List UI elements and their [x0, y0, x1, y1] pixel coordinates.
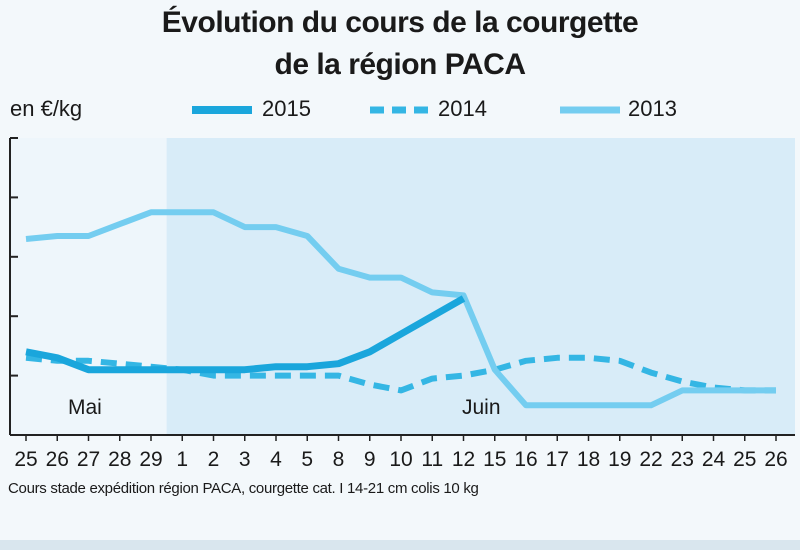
- axes: [9, 138, 795, 436]
- y-axis-unit-label: en €/kg: [10, 96, 83, 121]
- x-tick-label: 8: [333, 448, 345, 471]
- series-line-2015: [25, 295, 466, 374]
- x-tick-label: 25: [733, 448, 756, 471]
- x-tick-label: 18: [577, 448, 600, 471]
- x-tick-label: 5: [301, 448, 313, 471]
- month-label-juin: Juin: [462, 396, 501, 419]
- x-tick-label: 2: [208, 448, 220, 471]
- x-tick-label: 22: [639, 448, 662, 471]
- x-tick-label: 23: [671, 448, 694, 471]
- chart-title-line-2: de la région PACA: [274, 48, 526, 81]
- x-tick-label: 10: [389, 448, 412, 471]
- x-tick-label: 26: [764, 448, 787, 471]
- x-tick-label: 27: [77, 448, 100, 471]
- legend-label-2014: 2014: [438, 96, 487, 121]
- bottom-band: [0, 540, 800, 550]
- x-tick-label: 1: [176, 448, 188, 471]
- x-tick-label: 11: [421, 448, 443, 471]
- x-tick-label: 25: [14, 448, 37, 471]
- month-label-mai: Mai: [68, 396, 102, 419]
- x-tick-label: 3: [239, 448, 251, 471]
- x-tick-label: 24: [702, 448, 726, 471]
- x-tick-label: 4: [270, 448, 282, 471]
- x-tick-label: 16: [514, 448, 537, 471]
- x-tick-label: 12: [452, 448, 475, 471]
- x-tick-label: 19: [608, 448, 631, 471]
- source-note: Cours stade expédition région PACA, cour…: [8, 480, 479, 497]
- plot-background-may: [10, 138, 167, 435]
- y-ticks: [10, 137, 18, 377]
- x-tick-label: 9: [364, 448, 376, 471]
- x-tick-label: 29: [139, 448, 162, 471]
- x-tick-label: 17: [546, 448, 569, 471]
- legend-label-2015: 2015: [262, 96, 311, 121]
- chart-title-line-1: Évolution du cours de la courgette: [161, 6, 639, 39]
- series-lines: [25, 209, 776, 409]
- x-tick-label: 28: [108, 448, 131, 471]
- x-tick-labels: 25 26 27 28 29 1 2 3 4 5 8 9 10 11 12 15 16 17 18 19 22 23 24 2…: [14, 435, 788, 471]
- legend-label-2013: 2013: [628, 96, 677, 121]
- x-tick-label: 26: [46, 448, 69, 471]
- series-line-2013: [25, 209, 776, 409]
- x-tick-label: 15: [483, 448, 506, 471]
